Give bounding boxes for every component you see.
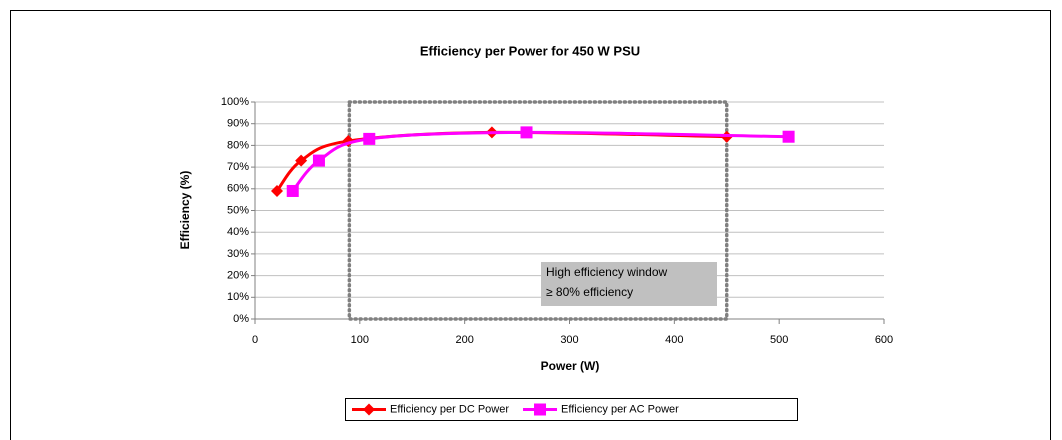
marker xyxy=(534,403,547,416)
legend-label: Efficiency per AC Power xyxy=(561,403,679,415)
y-tick-label: 90% xyxy=(227,118,249,130)
marker xyxy=(520,126,533,139)
y-tick-label: 60% xyxy=(227,183,249,195)
marker xyxy=(286,184,299,197)
x-tick-label: 300 xyxy=(560,334,578,346)
x-tick-label: 400 xyxy=(665,334,683,346)
x-axis-title: Power (W) xyxy=(541,359,600,373)
annotation-text: ≥ 80% efficiency xyxy=(546,285,633,299)
marker xyxy=(363,132,376,145)
annotation-text: High efficiency window xyxy=(546,265,668,279)
y-tick-label: 70% xyxy=(227,161,249,173)
x-tick-label: 200 xyxy=(455,334,473,346)
chart-title: Efficiency per Power for 450 W PSU xyxy=(420,43,640,58)
y-tick-label: 30% xyxy=(227,248,249,260)
legend-box xyxy=(345,398,798,421)
legend-label: Efficiency per DC Power xyxy=(390,403,509,415)
chart-frame xyxy=(10,10,1051,440)
y-tick-label: 50% xyxy=(227,204,249,216)
y-tick-label: 20% xyxy=(227,270,249,282)
x-tick-label: 0 xyxy=(252,334,258,346)
marker xyxy=(782,130,795,143)
y-tick-label: 0% xyxy=(233,313,249,325)
y-tick-label: 100% xyxy=(221,96,249,108)
x-tick-label: 100 xyxy=(351,334,369,346)
x-tick-label: 600 xyxy=(875,334,893,346)
marker xyxy=(312,154,325,167)
y-tick-label: 10% xyxy=(227,291,249,303)
x-tick-label: 500 xyxy=(770,334,788,346)
annotation-box xyxy=(541,262,717,306)
efficiency-window xyxy=(347,100,729,321)
legend: Efficiency per DC Power Efficiency per AC… xyxy=(345,398,798,421)
y-tick-label: 40% xyxy=(227,226,249,238)
y-tick-label: 80% xyxy=(227,139,249,151)
marker xyxy=(295,154,308,167)
y-axis-title: Efficiency (%) xyxy=(178,171,192,250)
marker xyxy=(271,184,284,197)
marker xyxy=(363,403,375,416)
